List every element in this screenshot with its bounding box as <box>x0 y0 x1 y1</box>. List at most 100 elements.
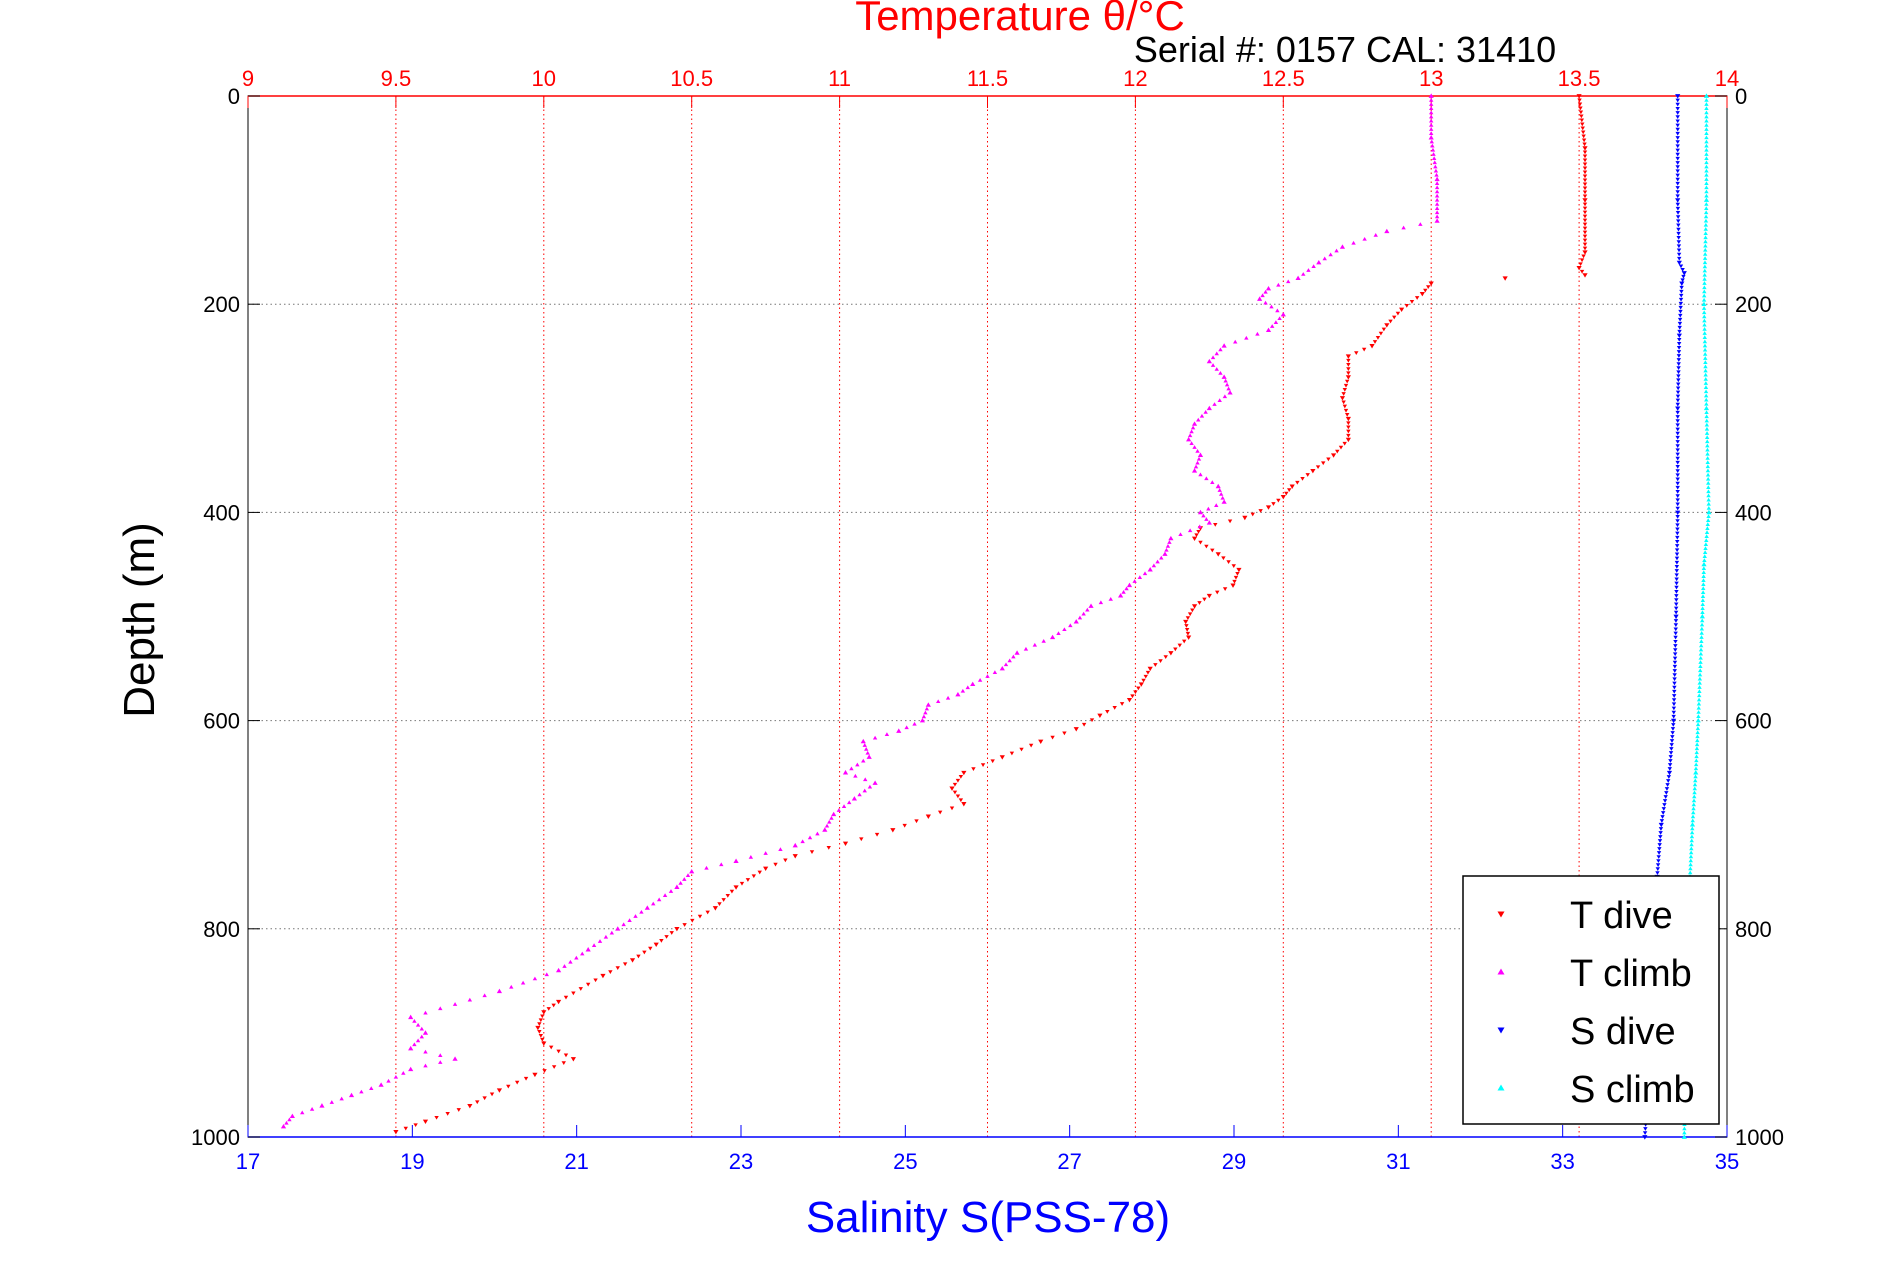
data-point <box>1701 582 1706 587</box>
data-point <box>1704 131 1709 136</box>
data-point <box>778 847 783 851</box>
data-point <box>1681 1134 1687 1139</box>
data-point <box>1579 269 1585 274</box>
data-point <box>1343 408 1349 413</box>
data-point <box>1675 398 1681 403</box>
data-point <box>403 1126 408 1131</box>
data-point <box>1287 488 1292 493</box>
data-point <box>864 747 869 751</box>
data-point <box>1673 627 1678 632</box>
data-point <box>1672 685 1677 690</box>
data-point <box>1221 343 1227 348</box>
data-point <box>1704 193 1709 198</box>
data-point <box>1182 639 1187 644</box>
data-point <box>1675 119 1680 124</box>
x-axis-label-bottom: Salinity S(PSS-78) <box>806 1193 1170 1242</box>
data-point <box>551 1065 557 1069</box>
data-point <box>1434 210 1440 215</box>
data-point <box>1703 197 1710 202</box>
data-point <box>1295 275 1301 280</box>
legend-label: T dive <box>1570 895 1673 937</box>
data-point <box>1696 705 1701 710</box>
data-point <box>1177 643 1182 648</box>
y-tick-label-left: 200 <box>203 292 240 317</box>
data-point <box>1656 851 1662 855</box>
data-point <box>1162 551 1168 556</box>
data-point <box>1346 358 1351 363</box>
data-point <box>1705 468 1711 473</box>
data-point <box>1429 131 1434 136</box>
data-point <box>1677 329 1682 334</box>
data-point <box>1674 589 1679 594</box>
data-point <box>467 997 473 1002</box>
data-point <box>1702 260 1708 265</box>
data-point <box>627 918 632 923</box>
data-point <box>309 1107 315 1111</box>
data-point <box>1678 313 1683 318</box>
data-point <box>563 1053 569 1058</box>
data-point <box>1434 206 1440 210</box>
data-point <box>1701 310 1707 315</box>
data-point <box>1401 225 1406 230</box>
data-point <box>423 1049 428 1054</box>
data-point <box>1342 404 1348 409</box>
data-point <box>1693 778 1698 783</box>
legend-label: S dive <box>1570 1011 1676 1053</box>
data-point <box>523 1076 529 1081</box>
data-point <box>853 773 858 778</box>
data-point <box>1230 583 1236 588</box>
data-point <box>1418 222 1423 226</box>
data-point <box>1671 698 1677 702</box>
data-point <box>642 950 647 955</box>
data-point <box>1580 122 1585 127</box>
data-point <box>1703 376 1708 381</box>
data-point <box>1672 673 1677 677</box>
data-point <box>1199 413 1205 418</box>
data-point <box>1668 751 1674 755</box>
data-point <box>359 1089 364 1094</box>
data-point <box>1694 742 1700 747</box>
data-point <box>1423 288 1428 293</box>
data-point <box>1151 563 1157 568</box>
data-point <box>1703 405 1710 411</box>
data-point <box>1198 472 1203 477</box>
data-point <box>1675 460 1680 465</box>
data-point <box>1218 347 1223 352</box>
data-point <box>1692 782 1698 787</box>
data-point <box>1112 706 1117 710</box>
data-point <box>1675 131 1680 136</box>
data-point <box>1077 615 1083 620</box>
data-point <box>289 1113 295 1118</box>
data-point <box>1642 1131 1648 1136</box>
data-point <box>1701 561 1707 567</box>
data-point <box>1675 161 1680 165</box>
data-point <box>496 1088 503 1093</box>
data-point <box>1434 185 1440 190</box>
data-point <box>674 926 680 932</box>
data-point <box>1642 1135 1648 1140</box>
data-point <box>1675 531 1680 536</box>
data-point <box>1280 494 1286 500</box>
data-point <box>1582 226 1588 231</box>
data-point <box>1433 168 1439 173</box>
data-point <box>1429 110 1434 115</box>
data-point <box>1703 235 1708 240</box>
data-point <box>1675 127 1680 132</box>
data-point <box>1657 843 1662 847</box>
data-point <box>1675 115 1680 120</box>
data-point <box>1704 431 1710 435</box>
data-point <box>467 1103 473 1109</box>
data-point <box>1693 774 1698 779</box>
data-point <box>1676 240 1681 244</box>
data-point <box>1678 301 1684 306</box>
data-point <box>659 938 664 943</box>
data-point <box>1673 623 1679 628</box>
data-point <box>1673 635 1678 640</box>
data-point <box>1675 435 1680 440</box>
data-point <box>1699 630 1704 635</box>
data-point <box>1579 258 1585 263</box>
data-point <box>1301 272 1306 276</box>
data-point <box>1577 102 1583 107</box>
data-point <box>1704 177 1709 181</box>
